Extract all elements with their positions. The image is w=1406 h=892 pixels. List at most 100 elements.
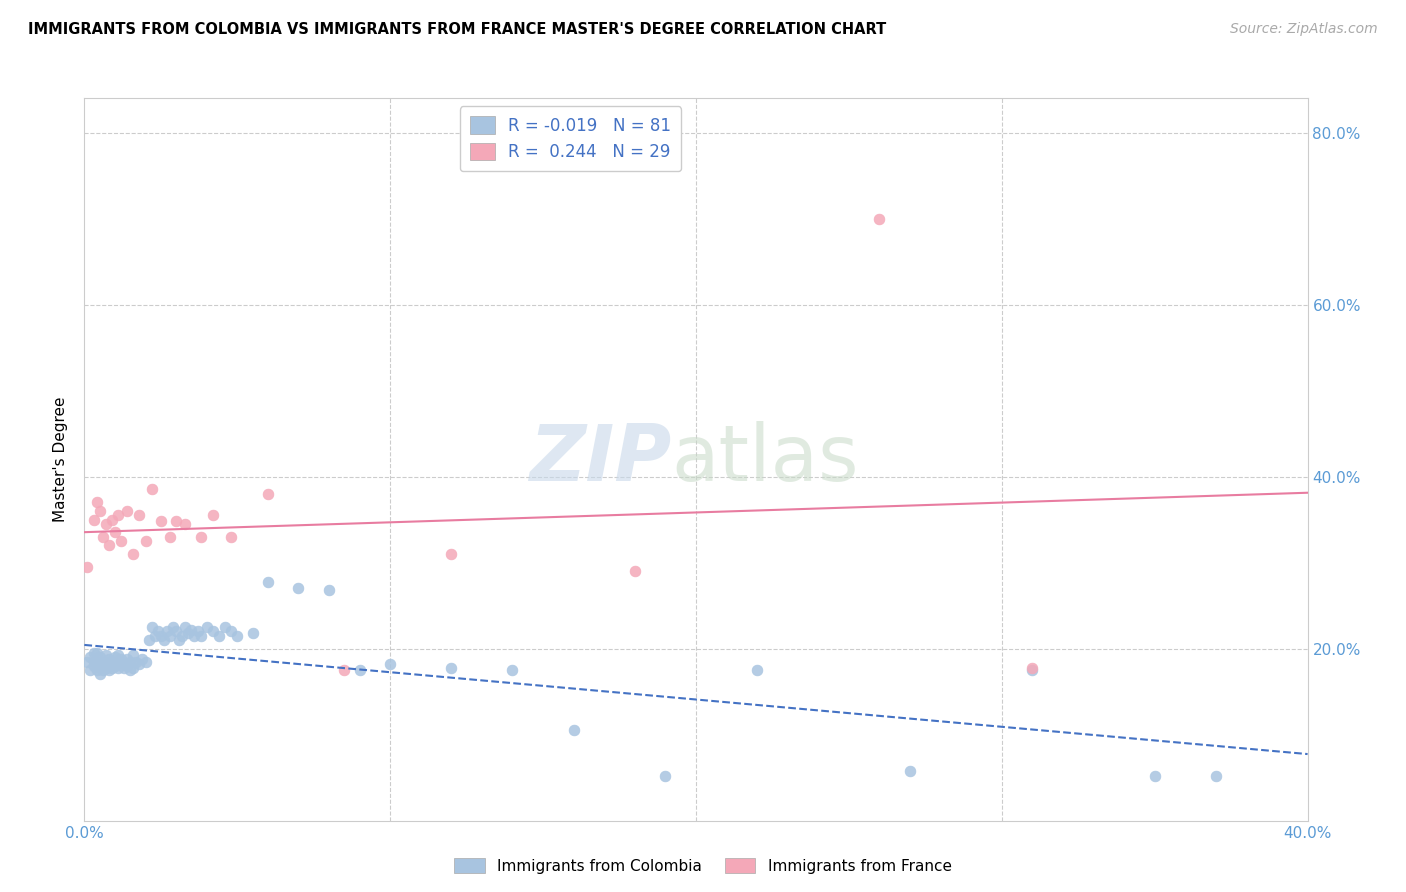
Point: [79, 663, 101, 677]
Point: [183, 629, 205, 643]
Point: [149, 629, 172, 643]
Point: [257, 574, 280, 589]
Point: [89, 658, 111, 673]
Point: [89, 650, 111, 665]
Point: [101, 513, 124, 527]
Point: [153, 633, 176, 648]
Point: [122, 648, 145, 663]
Point: [94, 660, 117, 674]
Point: [174, 620, 197, 634]
Point: [86, 646, 108, 660]
Point: [159, 530, 181, 544]
Point: [159, 629, 181, 643]
Point: [502, 663, 524, 677]
Point: [83, 513, 105, 527]
Point: [257, 487, 280, 501]
Point: [172, 629, 194, 643]
Point: [115, 652, 138, 666]
Point: [1021, 663, 1043, 677]
Point: [1143, 769, 1166, 783]
Point: [380, 657, 402, 672]
Legend: Immigrants from Colombia, Immigrants from France: Immigrants from Colombia, Immigrants fro…: [449, 852, 957, 880]
Point: [110, 534, 132, 549]
Point: [214, 620, 236, 634]
Point: [201, 624, 224, 639]
Point: [94, 655, 117, 669]
Point: [107, 660, 129, 674]
Point: [128, 508, 150, 523]
Point: [141, 620, 163, 634]
Point: [143, 629, 166, 643]
Point: [83, 646, 105, 660]
Point: [318, 583, 340, 598]
Point: [135, 534, 157, 549]
Point: [104, 655, 127, 669]
Point: [440, 660, 463, 674]
Point: [97, 657, 120, 672]
Point: [97, 663, 120, 677]
Point: [122, 547, 145, 561]
Point: [101, 660, 124, 674]
Point: [89, 667, 111, 681]
Point: [115, 658, 138, 673]
Point: [86, 663, 108, 677]
Point: [89, 504, 111, 518]
Point: [86, 655, 108, 669]
Point: [115, 504, 138, 518]
Point: [201, 508, 224, 523]
Point: [898, 764, 921, 778]
Point: [162, 620, 184, 634]
Point: [195, 620, 218, 634]
Point: [138, 633, 160, 648]
Text: IMMIGRANTS FROM COLOMBIA VS IMMIGRANTS FROM FRANCE MASTER'S DEGREE CORRELATION C: IMMIGRANTS FROM COLOMBIA VS IMMIGRANTS F…: [28, 22, 886, 37]
Point: [190, 530, 212, 544]
Point: [165, 514, 187, 528]
Point: [128, 657, 150, 672]
Point: [101, 657, 124, 671]
Point: [91, 663, 114, 677]
Point: [76, 655, 98, 669]
Point: [110, 652, 132, 666]
Point: [120, 655, 142, 669]
Point: [156, 624, 179, 639]
Point: [112, 657, 135, 672]
Point: [333, 663, 356, 677]
Point: [107, 648, 129, 663]
Point: [208, 629, 231, 643]
Point: [86, 495, 108, 509]
Point: [287, 582, 309, 596]
Point: [219, 624, 242, 639]
Point: [747, 663, 769, 677]
Text: ZIP: ZIP: [529, 421, 672, 498]
Legend: R = -0.019   N = 81, R =  0.244   N = 29: R = -0.019 N = 81, R = 0.244 N = 29: [460, 106, 681, 171]
Point: [94, 516, 117, 531]
Point: [91, 655, 114, 669]
Point: [624, 564, 647, 578]
Point: [76, 560, 98, 574]
Point: [562, 723, 585, 738]
Point: [869, 211, 891, 226]
Point: [97, 652, 120, 666]
Point: [1205, 769, 1227, 783]
Text: Source: ZipAtlas.com: Source: ZipAtlas.com: [1230, 22, 1378, 37]
Point: [120, 663, 142, 677]
Point: [349, 663, 371, 677]
Point: [83, 658, 105, 673]
Point: [190, 629, 212, 643]
Point: [167, 633, 190, 648]
Point: [242, 626, 264, 640]
Text: atlas: atlas: [672, 421, 859, 498]
Point: [177, 626, 200, 640]
Point: [107, 508, 129, 523]
Point: [104, 525, 127, 540]
Point: [122, 660, 145, 674]
Point: [1021, 660, 1043, 674]
Point: [165, 624, 187, 639]
Point: [104, 650, 127, 665]
Point: [97, 538, 120, 552]
Point: [440, 547, 463, 561]
Point: [131, 652, 153, 666]
Point: [186, 624, 208, 639]
Point: [180, 623, 202, 637]
Y-axis label: Master's Degree: Master's Degree: [53, 397, 69, 522]
